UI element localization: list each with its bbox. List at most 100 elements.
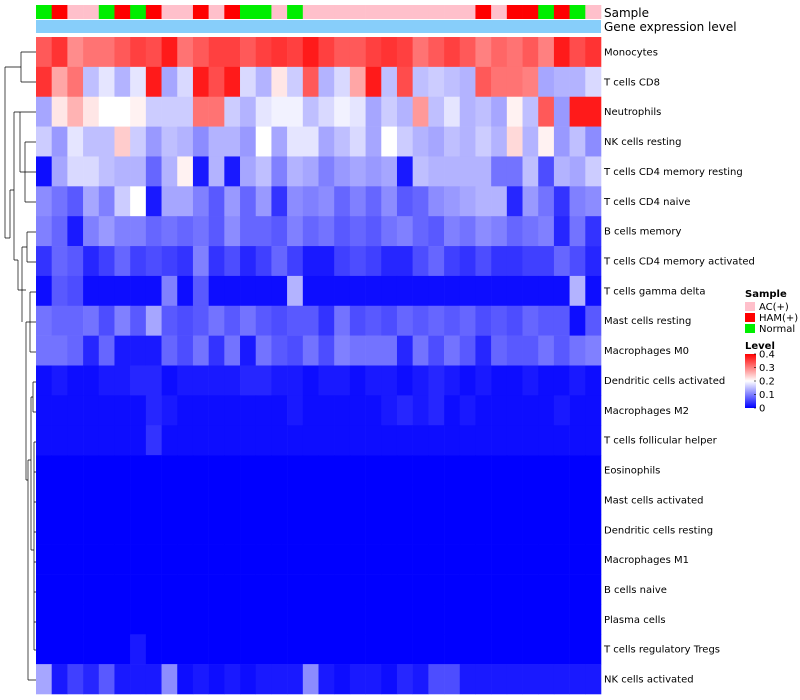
heatmap-cell [114, 156, 131, 187]
heatmap-cell [396, 395, 413, 426]
sample-annotation-cell [145, 5, 162, 19]
heatmap-cell [114, 484, 131, 516]
heatmap-cell [444, 335, 461, 366]
heatmap-cell [491, 335, 508, 366]
sample-annotation-cell [255, 5, 272, 19]
heatmap-cell [396, 66, 413, 98]
heatmap-cell [161, 365, 178, 396]
heatmap-cell [428, 335, 445, 366]
heatmap-cell [36, 395, 52, 426]
heatmap-cell [412, 335, 429, 366]
heatmap-cell [444, 604, 461, 635]
heatmap-cell [334, 275, 351, 307]
heatmap-cell [145, 604, 162, 635]
heatmap-cell [365, 604, 382, 635]
heatmap-cell [130, 156, 147, 187]
sample-annotation-cell [130, 5, 147, 19]
heatmap-cell [224, 455, 241, 486]
legend-tick-label: 0.1 [759, 390, 775, 401]
heatmap-cell [585, 246, 602, 277]
heatmap-cell [538, 66, 555, 98]
heatmap-cell [177, 305, 194, 336]
heatmap-cell [538, 156, 555, 187]
heatmap-cell [318, 96, 335, 127]
heatmap-cell [522, 455, 539, 486]
heatmap-cell [271, 634, 288, 665]
heatmap-cell [192, 664, 209, 695]
heatmap-cell [538, 96, 555, 127]
heatmap-cell [459, 365, 476, 396]
heatmap-cell [177, 664, 194, 695]
heatmap-cell [444, 634, 461, 665]
heatmap-cell [365, 455, 382, 486]
heatmap-cell [506, 365, 523, 396]
heatmap-cell [381, 574, 398, 605]
heatmap-cell [553, 96, 570, 127]
heatmap-cell [396, 634, 413, 665]
heatmap-cell [459, 455, 476, 486]
heatmap-cell [396, 305, 413, 336]
heatmap-cell [224, 126, 241, 157]
heatmap-cell [302, 335, 319, 366]
heatmap-cell [287, 634, 304, 665]
heatmap-cell [287, 395, 304, 426]
heatmap-cell [428, 37, 445, 68]
heatmap-cell [67, 514, 84, 545]
heatmap-cell [444, 275, 461, 307]
heatmap-cell [334, 37, 351, 68]
heatmap-cell [255, 664, 272, 695]
heatmap-cell [240, 425, 257, 456]
heatmap-cell [145, 96, 162, 127]
heatmap-cell [208, 216, 225, 247]
heatmap-cell [145, 484, 162, 516]
heatmap-cell [538, 246, 555, 277]
heatmap-cell [506, 395, 523, 426]
heatmap-cell [396, 335, 413, 366]
heatmap-cell [83, 156, 100, 187]
heatmap-cell [98, 216, 115, 247]
heatmap-cell [412, 455, 429, 486]
heatmap-cell [98, 126, 115, 157]
heatmap-cell [83, 126, 100, 157]
heatmap-cell [381, 305, 398, 336]
heatmap-cell [365, 66, 382, 98]
heatmap-cell [428, 66, 445, 98]
row-label: Plasma cells [604, 615, 666, 626]
heatmap-cell [444, 544, 461, 575]
heatmap-cell [177, 574, 194, 605]
heatmap-cell [553, 305, 570, 336]
heatmap-cell [349, 156, 366, 187]
heatmap-cell [177, 365, 194, 396]
heatmap-cell [114, 126, 131, 157]
heatmap-cell [506, 335, 523, 366]
heatmap-cell [318, 275, 335, 307]
heatmap-cell [585, 395, 602, 426]
heatmap-cell [177, 37, 194, 68]
heatmap-cell [538, 604, 555, 635]
heatmap-cell [114, 335, 131, 366]
heatmap-cell [506, 37, 523, 68]
heatmap-cell [224, 634, 241, 665]
heatmap-cell [491, 664, 508, 695]
heatmap-cell [51, 455, 68, 486]
heatmap-cell [161, 335, 178, 366]
heatmap-cell [318, 544, 335, 575]
heatmap-cell [192, 365, 209, 396]
heatmap-cell [287, 425, 304, 456]
heatmap-cell [192, 216, 209, 247]
heatmap-cell [569, 395, 586, 426]
heatmap-cell [130, 634, 147, 665]
heatmap-cell [240, 634, 257, 665]
heatmap-cell [192, 634, 209, 665]
heatmap-cell [412, 186, 429, 217]
heatmap-cell [51, 275, 68, 307]
heatmap-cell [161, 186, 178, 217]
heatmap-cell [522, 216, 539, 247]
heatmap-cell [553, 37, 570, 68]
heatmap-cell [585, 37, 602, 68]
heatmap-cell [114, 96, 131, 127]
heatmap-cell [177, 66, 194, 98]
heatmap-cell [51, 66, 68, 98]
heatmap-cell [491, 37, 508, 68]
